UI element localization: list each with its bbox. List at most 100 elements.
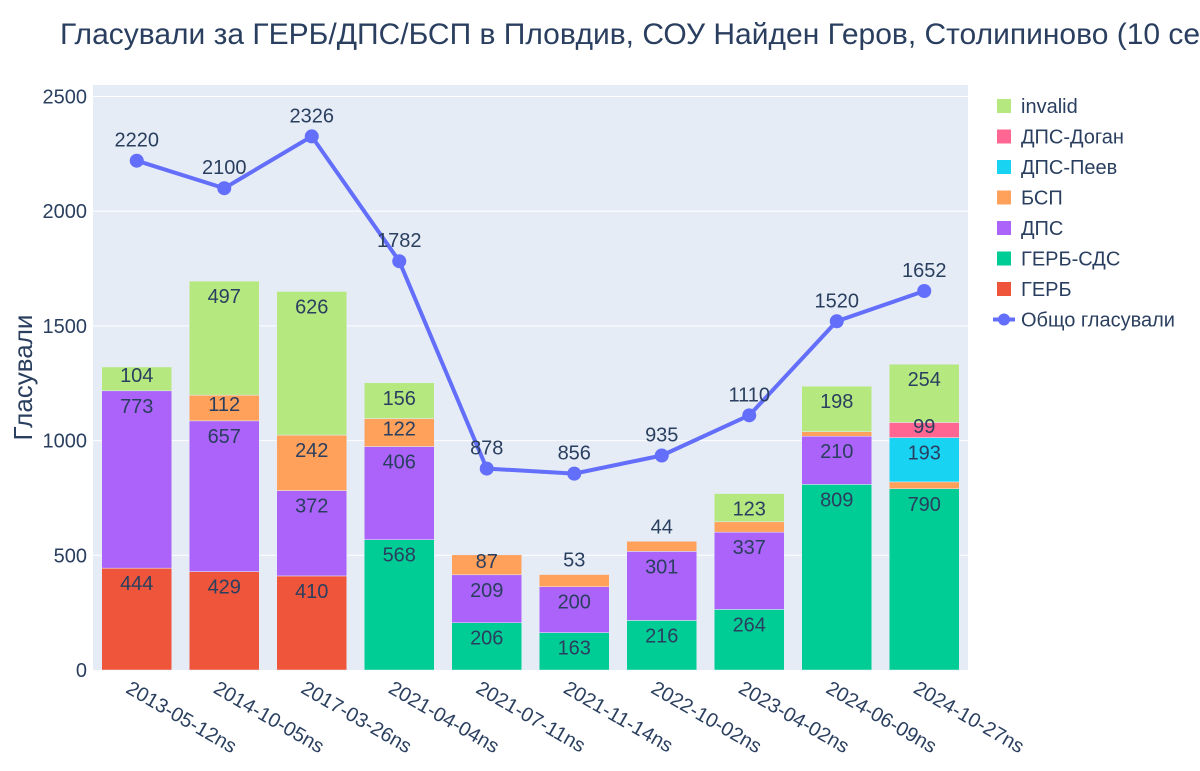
bar-label-ДПС: 200	[558, 592, 591, 614]
bar-invalid-2013-05-12ns	[101, 366, 172, 392]
legend-swatch	[997, 160, 1011, 174]
legend-swatch	[997, 129, 1011, 144]
bar-БСП-2021-11-14ns	[539, 574, 610, 587]
legend: invalid ДПС-Доган ДПС-Пеев БСП ДПС ГЕРБ-СДС ГЕ…	[993, 96, 1175, 332]
bar-ДПС-2024-06-09ns	[801, 435, 872, 485]
bars	[101, 280, 960, 671]
line-point-label: 1110	[728, 384, 770, 406]
bar-ГЕРБ-СДС-2021-07-11ns	[451, 622, 522, 671]
bar-label-БСП: 44	[651, 516, 673, 538]
bar-label-invalid: 626	[295, 296, 328, 318]
chart-title: Гласували за ГЕРБ/ДПС/БСП в Пловдив, СОУ…	[60, 18, 1200, 51]
line-point	[304, 129, 319, 144]
line-point	[129, 153, 144, 168]
bar-label-БСП: 122	[383, 419, 416, 441]
bar-label-БСП: 53	[563, 550, 585, 572]
bar-invalid-2021-04-04ns	[364, 382, 435, 419]
bar-segment-labels: 444 773 104 429 657 112 497 410 372 242 626 568 406 1…	[120, 286, 941, 659]
bar-БСП-2017-03-26ns	[276, 434, 347, 491]
line-point-label: 1520	[815, 290, 860, 312]
line-point-label: 1652	[902, 260, 947, 282]
legend-label: БСП	[1021, 188, 1063, 210]
bar-label-ГЕРБ: 444	[120, 573, 153, 595]
y-tick-label: 1000	[43, 431, 88, 453]
y-axis-ticks: 0 500 1000 1500 2000 2500	[43, 86, 88, 682]
line-point	[567, 466, 582, 481]
bar-ГЕРБ-2013-05-12ns	[101, 567, 172, 671]
bar-label-ГЕРБ-СДС: 206	[470, 628, 503, 650]
bar-БСП-2021-07-11ns	[451, 554, 522, 576]
bar-label-ДПС: 209	[470, 580, 503, 602]
bar-label-ДПС: 406	[383, 452, 416, 474]
bar-ГЕРБ-СДС-2021-04-04ns	[364, 539, 435, 671]
line-point-label: 878	[470, 438, 503, 460]
bar-label-ГЕРБ-СДС: 790	[908, 494, 941, 516]
bar-ДПС-2023-04-02ns	[714, 531, 785, 610]
legend-label: ДПС-Пеев	[1021, 157, 1117, 179]
bar-ГЕРБ-СДС-2021-11-14ns	[539, 632, 610, 671]
bar-ГЕРБ-СДС-2024-10-27ns	[889, 488, 960, 671]
bar-label-ДПС-Доган: 99	[913, 416, 935, 438]
line-point-label: 2100	[202, 157, 247, 179]
bar-ГЕРБ-2014-10-05ns	[189, 571, 260, 671]
line-point	[829, 314, 844, 329]
bar-label-ГЕРБ-СДС: 264	[733, 614, 766, 636]
bar-БСП-2022-10-02ns	[626, 541, 697, 552]
bar-label-ДПС: 337	[733, 537, 766, 559]
bar-label-invalid: 123	[733, 499, 766, 521]
legend-label: invalid	[1021, 96, 1078, 118]
bar-label-ГЕРБ-СДС: 163	[558, 638, 591, 660]
bar-БСП-2024-06-09ns	[801, 431, 872, 437]
bar-invalid-2014-10-05ns	[189, 280, 260, 396]
bar-label-ГЕРБ: 429	[208, 577, 241, 599]
bar-label-invalid: 104	[120, 365, 153, 387]
bar-invalid-2024-06-09ns	[801, 385, 872, 432]
bar-ГЕРБ-СДС-2022-10-02ns	[626, 620, 697, 671]
bar-label-ДПС: 301	[645, 556, 678, 578]
x-axis-ticks: 2013-05-12ns2014-10-05ns2017-03-26ns2021…	[122, 677, 1027, 758]
legend-swatch	[997, 251, 1011, 266]
y-tick-label: 1500	[43, 316, 88, 338]
legend-label: ГЕРБ	[1021, 279, 1072, 301]
bar-БСП-2021-04-04ns	[364, 418, 435, 447]
y-tick-label: 500	[54, 545, 87, 567]
bar-invalid-2023-04-02ns	[714, 493, 785, 523]
legend-label: ДПС-Доган	[1021, 127, 1124, 149]
legend-swatch	[997, 221, 1011, 235]
bar-label-invalid: 156	[383, 388, 416, 410]
bar-ГЕРБ-СДС-2024-06-09ns	[801, 484, 872, 671]
bar-label-invalid: 497	[208, 286, 241, 308]
line-point	[217, 181, 232, 196]
legend-swatch-marker	[998, 313, 1010, 326]
legend-swatch	[997, 99, 1011, 113]
bar-label-invalid: 254	[908, 369, 941, 391]
bar-label-ДПС: 210	[820, 441, 853, 463]
y-axis-title: Гласували	[8, 315, 38, 441]
bar-label-БСП: 87	[476, 551, 498, 573]
line-point	[742, 408, 757, 423]
bar-ГЕРБ-2017-03-26ns	[276, 575, 347, 671]
bar-ДПС-2021-11-14ns	[539, 586, 610, 633]
bar-label-БСП: 242	[295, 440, 328, 462]
bar-БСП-2014-10-05ns	[189, 394, 260, 422]
line-series-total	[136, 134, 925, 476]
bar-label-ГЕРБ-СДС: 216	[645, 625, 678, 647]
line-point-label: 935	[645, 425, 678, 447]
bar-ДПС-2014-10-05ns	[189, 420, 260, 572]
legend-label-total: Общо гласували	[1021, 310, 1175, 332]
bar-label-invalid: 198	[820, 391, 853, 413]
line-point	[392, 254, 407, 269]
line-point	[479, 461, 494, 476]
line-point	[654, 448, 669, 463]
bar-ДПС-2013-05-12ns	[101, 390, 172, 569]
bar-ДПС-2021-07-11ns	[451, 574, 522, 623]
legend-swatch	[997, 282, 1011, 296]
bar-ДПС-2017-03-26ns	[276, 490, 347, 577]
bar-label-ГЕРБ: 410	[295, 581, 328, 603]
legend-label: ГЕРБ-СДС	[1021, 249, 1120, 271]
bar-ГЕРБ-СДС-2023-04-02ns	[714, 609, 785, 671]
bar-invalid-2024-10-27ns	[889, 363, 960, 423]
line-point-label: 2326	[290, 105, 335, 127]
bar-invalid-2017-03-26ns	[276, 291, 347, 436]
